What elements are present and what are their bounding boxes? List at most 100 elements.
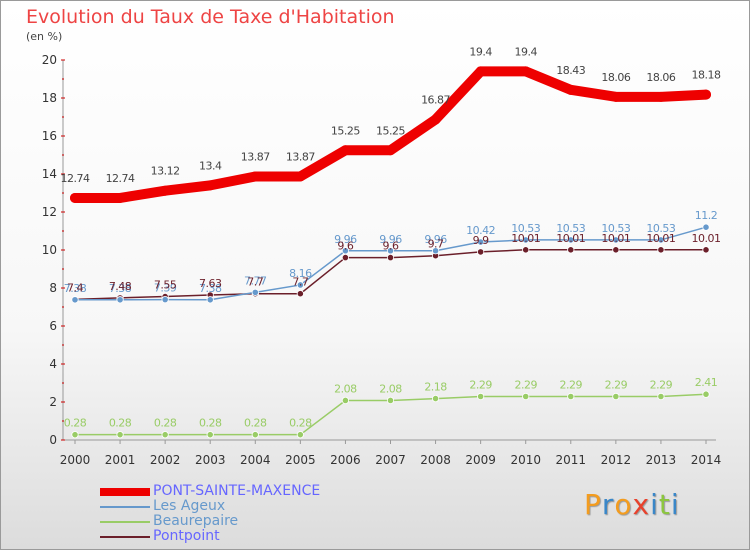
series-point-2 <box>657 392 665 401</box>
series-point-1 <box>522 236 530 244</box>
data-label: 2.29 <box>560 378 583 391</box>
data-label: 7.7 <box>247 276 263 289</box>
data-label: 0.28 <box>64 417 87 430</box>
x-tick-label: 2014 <box>691 453 722 467</box>
data-label: 9.9 <box>473 234 489 247</box>
data-label: 9.96 <box>379 233 402 246</box>
data-label: 10.01 <box>692 232 721 245</box>
y-tick-label: 12 <box>42 205 57 219</box>
x-tick-label: 2006 <box>330 453 361 467</box>
data-label: 7.38 <box>109 282 132 295</box>
data-label: 9.7 <box>428 238 444 251</box>
data-label: 13.87 <box>241 150 270 163</box>
series-point-3 <box>341 254 350 262</box>
series-point-2 <box>116 431 124 439</box>
data-label: 2.29 <box>469 378 492 391</box>
data-label: 7.48 <box>109 280 132 293</box>
series-point-2 <box>296 431 304 439</box>
series-point-1 <box>116 296 124 304</box>
data-label: 7.39 <box>154 282 177 295</box>
legend-swatch <box>100 506 150 508</box>
series-point-1 <box>341 247 350 255</box>
data-label: 10.42 <box>466 224 495 237</box>
legend-swatch <box>100 488 150 496</box>
series-point-1 <box>71 296 79 304</box>
data-label: 18.18 <box>692 69 721 82</box>
y-tick-label: 8 <box>49 281 57 295</box>
x-tick-label: 2005 <box>285 453 316 467</box>
data-label: 10.53 <box>511 222 540 235</box>
series-point-3 <box>477 248 485 256</box>
data-label: 2.41 <box>695 376 718 389</box>
series-point-3 <box>702 246 710 254</box>
x-tick-label: 2004 <box>240 453 271 467</box>
data-label: 10.53 <box>646 222 675 235</box>
data-label: 7.4 <box>67 281 83 294</box>
legend-swatch <box>100 536 150 538</box>
data-label: 19.4 <box>514 45 537 58</box>
data-label: 0.28 <box>199 417 222 430</box>
axes: 0 2 4 6 8 10 12 14 16 18 20 2000 2001 2002 2003 2004 200… <box>42 53 722 467</box>
data-label: 2.08 <box>379 382 402 395</box>
series-point-2 <box>386 396 395 405</box>
data-labels: 12.74 12.74 13.12 13.4 13.87 13.87 15.25 15.25 1… <box>61 45 722 430</box>
series-point-2 <box>477 392 485 401</box>
data-label: 13.87 <box>286 150 315 163</box>
data-label: 10.01 <box>601 232 630 245</box>
data-label: 0.28 <box>244 417 267 430</box>
series-point-1 <box>612 236 620 244</box>
data-label: 7.7 <box>292 276 308 289</box>
series-point-2 <box>612 392 620 401</box>
series-point-2 <box>161 431 169 439</box>
data-label: 2.08 <box>334 382 357 395</box>
data-label: 19.4 <box>469 45 492 58</box>
series-point-2 <box>206 431 214 439</box>
y-tick-label: 0 <box>49 433 57 447</box>
legend-label: PONT-SAINTE-MAXENCE <box>153 483 321 499</box>
series-point-1 <box>431 247 440 255</box>
data-label: 7.38 <box>64 282 87 295</box>
series-point-1 <box>386 247 395 255</box>
x-tick-label: 2013 <box>646 453 677 467</box>
data-label: 10.53 <box>601 222 630 235</box>
series-point-0 <box>340 145 351 156</box>
data-label: 7.38 <box>199 282 222 295</box>
data-label: 9.96 <box>334 233 357 246</box>
series-point-3 <box>567 246 575 254</box>
x-tick-label: 2012 <box>601 453 632 467</box>
series-point-1 <box>161 295 169 304</box>
series-point-2 <box>702 390 710 398</box>
data-label: 16.87 <box>421 93 450 106</box>
chart-subtitle: (en %) <box>26 30 63 43</box>
data-label: 18.06 <box>646 71 675 84</box>
series-point-0 <box>250 171 261 182</box>
x-tick-label: 2001 <box>105 453 136 467</box>
logo-letter: i <box>650 488 659 521</box>
series-point-2 <box>71 431 79 439</box>
data-label: 2.29 <box>650 378 673 391</box>
y-tick-label: 4 <box>49 357 57 371</box>
logo-letter: x <box>632 488 651 521</box>
x-tick-label: 2000 <box>60 453 91 467</box>
series-point-1 <box>567 236 575 244</box>
series-point-2 <box>341 396 350 405</box>
data-label: 9.96 <box>424 233 447 246</box>
data-label: 10.01 <box>556 232 585 245</box>
legend-swatch <box>100 521 150 523</box>
data-label: 0.28 <box>154 417 177 430</box>
series-point-3 <box>296 290 304 298</box>
series-point-0 <box>70 192 80 203</box>
x-tick-label: 2003 <box>195 453 226 467</box>
series-point-1 <box>702 223 710 231</box>
legend-label: Beaurepaire <box>153 513 239 529</box>
series-point-0 <box>205 180 216 191</box>
data-label: 0.28 <box>289 417 312 430</box>
data-label: 10.01 <box>511 232 540 245</box>
x-tick-label: 2002 <box>150 453 181 467</box>
data-label: 18.43 <box>556 64 585 77</box>
data-label: 7.77 <box>244 274 267 287</box>
data-label: 2.29 <box>605 378 628 391</box>
series-point-0 <box>385 145 396 156</box>
series-point-3 <box>522 246 530 254</box>
